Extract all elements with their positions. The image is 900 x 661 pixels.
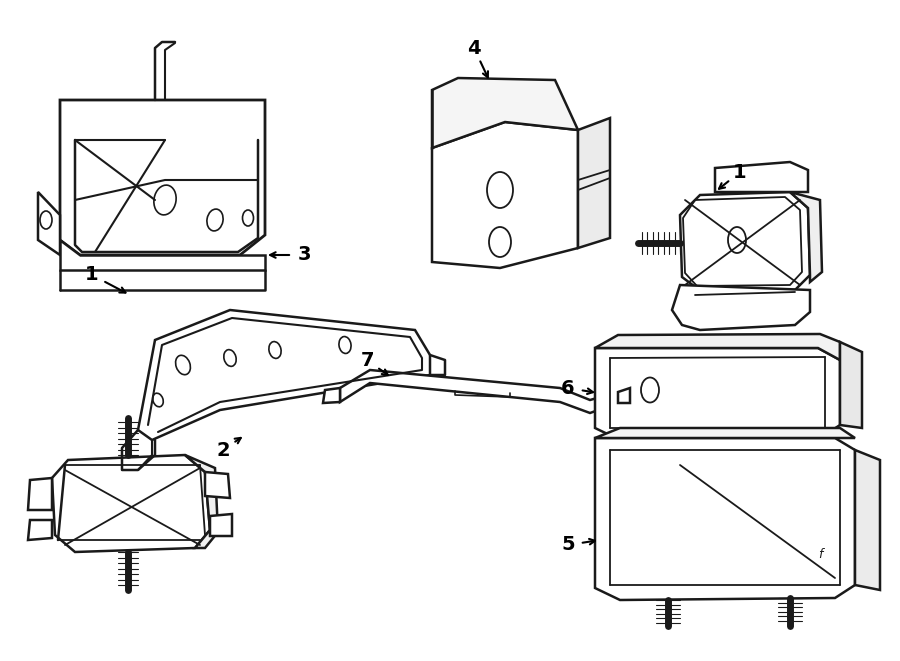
Polygon shape (28, 520, 52, 540)
Polygon shape (60, 240, 265, 270)
Polygon shape (138, 310, 430, 440)
Text: 3: 3 (297, 245, 310, 264)
Text: 1: 1 (734, 163, 747, 182)
Polygon shape (340, 370, 618, 413)
Polygon shape (790, 192, 822, 282)
Polygon shape (715, 162, 808, 192)
Polygon shape (840, 342, 862, 428)
Polygon shape (595, 438, 855, 600)
Polygon shape (28, 478, 52, 510)
Polygon shape (38, 192, 60, 255)
Text: 4: 4 (467, 38, 481, 58)
Polygon shape (52, 455, 210, 552)
Polygon shape (205, 472, 230, 498)
Polygon shape (432, 122, 578, 268)
Polygon shape (185, 455, 218, 548)
Polygon shape (618, 388, 630, 403)
Polygon shape (60, 100, 265, 255)
Polygon shape (595, 348, 840, 440)
Text: 5: 5 (562, 535, 575, 555)
Polygon shape (578, 118, 610, 248)
Polygon shape (855, 450, 880, 590)
Polygon shape (680, 192, 810, 292)
Text: 1: 1 (86, 266, 99, 284)
Polygon shape (595, 334, 840, 360)
Polygon shape (323, 388, 340, 403)
Text: 6: 6 (562, 379, 575, 397)
Polygon shape (595, 428, 855, 438)
Text: f: f (818, 549, 823, 561)
Text: 2: 2 (216, 440, 230, 459)
Polygon shape (210, 514, 232, 536)
Text: 7: 7 (360, 350, 373, 369)
Polygon shape (432, 78, 578, 148)
Polygon shape (672, 285, 810, 330)
